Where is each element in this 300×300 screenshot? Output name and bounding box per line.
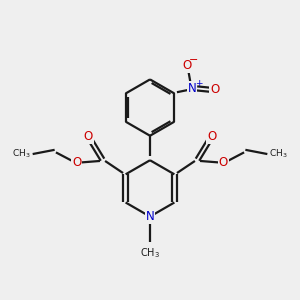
Text: O: O: [84, 130, 93, 143]
Text: +: +: [195, 79, 202, 88]
Text: O: O: [72, 156, 81, 169]
Text: CH$_3$: CH$_3$: [140, 246, 160, 260]
Text: CH$_3$: CH$_3$: [12, 147, 31, 160]
Text: −: −: [189, 55, 199, 65]
Text: CH$_3$: CH$_3$: [269, 147, 288, 160]
Text: N: N: [188, 82, 196, 95]
Text: O: O: [182, 59, 191, 72]
Text: O: O: [219, 156, 228, 169]
Text: O: O: [207, 130, 216, 143]
Text: O: O: [210, 83, 220, 96]
Text: N: N: [146, 210, 154, 223]
